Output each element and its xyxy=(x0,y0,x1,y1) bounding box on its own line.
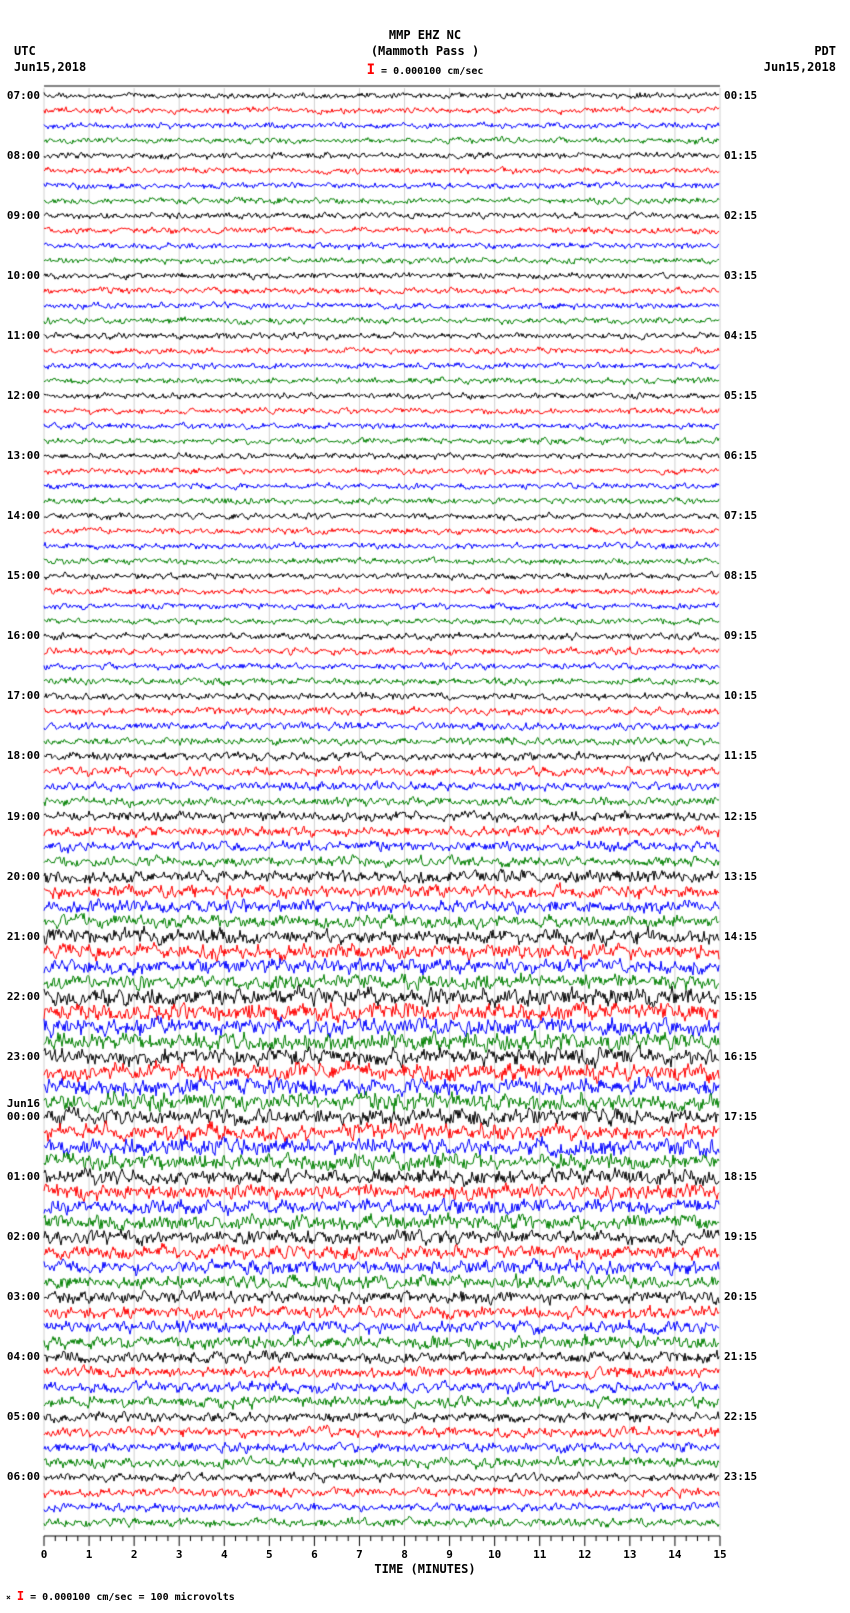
local-hour-label: 04:15 xyxy=(724,329,757,342)
x-tick-label: 15 xyxy=(713,1548,726,1561)
utc-hour-label: 23:00 xyxy=(2,1050,40,1063)
local-hour-label: 10:15 xyxy=(724,689,757,702)
utc-hour-label: 09:00 xyxy=(2,209,40,222)
x-tick-label: 11 xyxy=(533,1548,546,1561)
utc-hour-label: 22:00 xyxy=(2,990,40,1003)
utc-hour-label: 02:00 xyxy=(2,1230,40,1243)
utc-hour-label: 06:00 xyxy=(2,1470,40,1483)
local-hour-label: 14:15 xyxy=(724,930,757,943)
utc-hour-label: 08:00 xyxy=(2,149,40,162)
local-hour-label: 12:15 xyxy=(724,810,757,823)
footer-scale: × I = 0.000100 cm/sec = 100 microvolts xyxy=(6,1589,235,1603)
utc-hour-label: 04:00 xyxy=(2,1350,40,1363)
utc-hour-label: 13:00 xyxy=(2,449,40,462)
x-tick-label: 9 xyxy=(446,1548,453,1561)
helicorder-container: MMP EHZ NC (Mammoth Pass ) UTC Jun15,201… xyxy=(0,0,850,1613)
utc-hour-label: 15:00 xyxy=(2,569,40,582)
utc-hour-label: 18:00 xyxy=(2,749,40,762)
x-tick-label: 3 xyxy=(176,1548,183,1561)
local-hour-label: 05:15 xyxy=(724,389,757,402)
utc-hour-label: 19:00 xyxy=(2,810,40,823)
utc-hour-label: 21:00 xyxy=(2,930,40,943)
local-hour-label: 21:15 xyxy=(724,1350,757,1363)
x-tick-label: 8 xyxy=(401,1548,408,1561)
local-hour-label: 23:15 xyxy=(724,1470,757,1483)
local-hour-label: 18:15 xyxy=(724,1170,757,1183)
local-hour-label: 11:15 xyxy=(724,749,757,762)
x-tick-label: 12 xyxy=(578,1548,591,1561)
utc-hour-label: 01:00 xyxy=(2,1170,40,1183)
x-tick-label: 13 xyxy=(623,1548,636,1561)
x-tick-label: 1 xyxy=(86,1548,93,1561)
x-tick-label: 7 xyxy=(356,1548,363,1561)
utc-hour-label: 10:00 xyxy=(2,269,40,282)
local-hour-label: 00:15 xyxy=(724,89,757,102)
utc-hour-label: 14:00 xyxy=(2,509,40,522)
x-tick-label: 14 xyxy=(668,1548,681,1561)
x-tick-label: 4 xyxy=(221,1548,228,1561)
local-hour-label: 06:15 xyxy=(724,449,757,462)
utc-hour-label: 00:00 xyxy=(2,1110,40,1123)
local-hour-label: 20:15 xyxy=(724,1290,757,1303)
utc-hour-label: 03:00 xyxy=(2,1290,40,1303)
x-tick-label: 2 xyxy=(131,1548,138,1561)
local-hour-label: 07:15 xyxy=(724,509,757,522)
utc-hour-label: 16:00 xyxy=(2,629,40,642)
local-hour-label: 19:15 xyxy=(724,1230,757,1243)
utc-hour-label: 17:00 xyxy=(2,689,40,702)
local-hour-label: 16:15 xyxy=(724,1050,757,1063)
x-tick-label: 6 xyxy=(311,1548,318,1561)
x-tick-label: 10 xyxy=(488,1548,501,1561)
local-hour-label: 13:15 xyxy=(724,870,757,883)
local-hour-label: 15:15 xyxy=(724,990,757,1003)
x-tick-label: 0 xyxy=(41,1548,48,1561)
local-hour-label: 17:15 xyxy=(724,1110,757,1123)
utc-hour-label: 07:00 xyxy=(2,89,40,102)
local-hour-label: 09:15 xyxy=(724,629,757,642)
utc-hour-label: 11:00 xyxy=(2,329,40,342)
local-hour-label: 08:15 xyxy=(724,569,757,582)
utc-hour-label: 20:00 xyxy=(2,870,40,883)
utc-hour-label: 12:00 xyxy=(2,389,40,402)
helicorder-plot xyxy=(0,0,850,1613)
local-hour-label: 02:15 xyxy=(724,209,757,222)
local-hour-label: 01:15 xyxy=(724,149,757,162)
x-tick-label: 5 xyxy=(266,1548,273,1561)
utc-hour-label: 05:00 xyxy=(2,1410,40,1423)
footer-scale-text: = 0.000100 cm/sec = 100 microvolts xyxy=(30,1592,235,1603)
x-axis-title: TIME (MINUTES) xyxy=(374,1562,475,1576)
local-hour-label: 22:15 xyxy=(724,1410,757,1423)
local-hour-label: 03:15 xyxy=(724,269,757,282)
day-break-label: Jun16 xyxy=(2,1097,40,1110)
